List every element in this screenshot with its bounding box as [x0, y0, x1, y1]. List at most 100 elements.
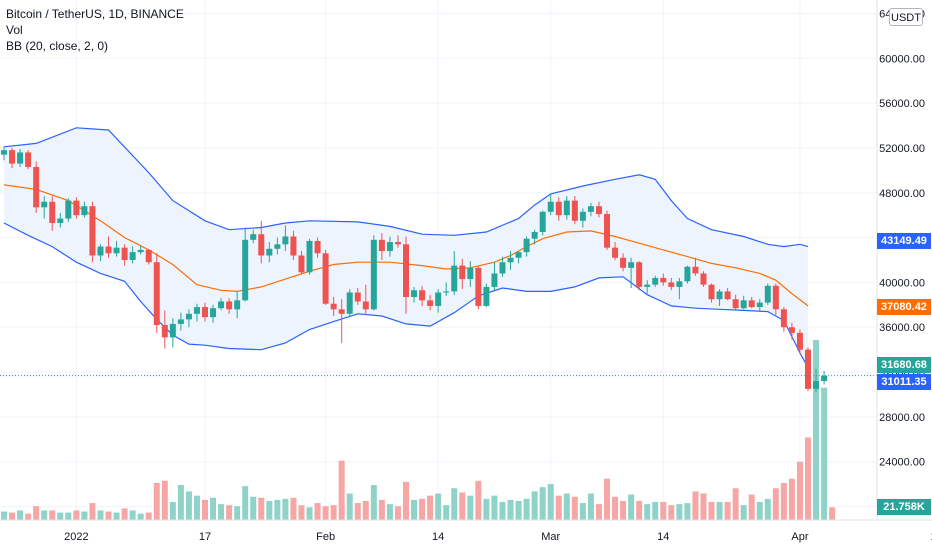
candle	[764, 283, 771, 305]
candle	[539, 210, 546, 236]
candle-body	[81, 206, 88, 216]
candle-body	[49, 201, 56, 224]
time-axis[interactable]: 202217Feb14Mar14Apr18May16	[0, 519, 932, 543]
candle-body	[467, 267, 474, 280]
candle	[41, 196, 48, 219]
candle	[137, 245, 144, 255]
volume-bar	[282, 498, 289, 520]
candle-body	[298, 255, 305, 273]
volume-bar	[716, 502, 723, 520]
candle	[57, 212, 64, 228]
candle-body	[274, 244, 281, 249]
candle	[435, 289, 442, 313]
candle	[81, 201, 88, 218]
candle	[258, 220, 265, 264]
candle-body	[531, 231, 538, 239]
volume-bar	[740, 505, 747, 520]
y-tick-label: 52000.00	[879, 143, 925, 155]
volume-bar	[266, 500, 273, 520]
candle-body	[547, 201, 554, 212]
candle-body	[161, 325, 168, 338]
volume-bar	[378, 499, 385, 520]
candle	[491, 262, 498, 291]
candle-body	[805, 349, 811, 389]
candle-body	[362, 301, 369, 310]
candle-body	[258, 234, 265, 256]
symbol-title[interactable]: Bitcoin / TetherUS, 1D, BINANCE	[6, 7, 184, 21]
candle	[700, 271, 707, 287]
candle-body	[555, 201, 562, 216]
candle	[1, 146, 7, 161]
candle	[362, 284, 369, 315]
volume-bar	[829, 507, 836, 520]
candle-body	[732, 299, 739, 309]
candle	[604, 210, 610, 250]
candle	[587, 202, 594, 217]
volume-bar	[531, 491, 538, 520]
candle-body	[563, 200, 570, 216]
volume-bar	[467, 495, 474, 520]
candle	[49, 196, 56, 231]
volume-bar	[660, 502, 667, 520]
candle-body	[459, 265, 466, 280]
candle	[748, 296, 755, 309]
candle	[314, 237, 321, 258]
candle	[716, 289, 723, 306]
bb-lower-price-badge: 31011.35	[877, 374, 931, 390]
volume-bar	[1, 511, 7, 520]
volume-bar	[724, 502, 731, 520]
candle-body	[338, 309, 345, 314]
candle-body	[796, 332, 803, 350]
candle	[740, 295, 747, 310]
volume-bar	[523, 498, 530, 520]
candle-body	[330, 303, 337, 310]
volume-bar	[145, 512, 152, 520]
volume-bar	[459, 492, 466, 520]
candle	[724, 288, 731, 301]
candle	[153, 253, 160, 333]
candle-body	[202, 307, 208, 318]
volume-bar	[668, 505, 675, 520]
volume-bar	[362, 500, 369, 520]
volume-bar	[258, 497, 265, 520]
volume-bar	[732, 488, 739, 520]
price-axis[interactable]: 20000.0024000.0028000.0032000.0036000.00…	[876, 0, 925, 520]
candle	[708, 283, 715, 303]
candle-body	[764, 285, 771, 303]
candle-body	[644, 284, 651, 287]
x-tick-label: 2022	[64, 531, 88, 543]
volume-bar	[813, 340, 820, 520]
candle-body	[250, 234, 257, 240]
candle-body	[724, 291, 731, 300]
bollinger-indicator-label[interactable]: BB (20, close, 2, 0)	[6, 39, 109, 53]
candle-body	[475, 267, 482, 306]
volume-bars	[1, 340, 836, 520]
volume-bar	[708, 502, 715, 520]
y-tick-label: 48000.00	[879, 188, 925, 200]
volume-bar	[563, 493, 570, 520]
candle-body	[394, 242, 401, 245]
currency-button[interactable]: USDT	[889, 8, 923, 26]
candle-body	[491, 273, 498, 287]
candle-body	[660, 277, 667, 283]
volume-bar	[628, 494, 635, 520]
x-tick-label: 14	[657, 531, 669, 543]
volume-bar	[435, 493, 442, 520]
volume-bar	[218, 504, 225, 520]
volume-bar	[475, 480, 482, 520]
volume-bar	[579, 503, 586, 520]
candle	[250, 229, 257, 244]
candle-body	[692, 266, 699, 274]
candle	[419, 285, 426, 306]
volume-indicator-label[interactable]: Vol	[6, 23, 23, 37]
candle	[282, 225, 289, 252]
volume-bar	[692, 491, 699, 520]
candle	[403, 236, 409, 314]
candle	[145, 248, 152, 265]
candle-body	[708, 284, 715, 300]
volume-bar	[250, 496, 257, 520]
last-price-badge: 31680.68	[877, 357, 931, 373]
candle	[266, 242, 273, 263]
candle-body	[604, 214, 610, 248]
